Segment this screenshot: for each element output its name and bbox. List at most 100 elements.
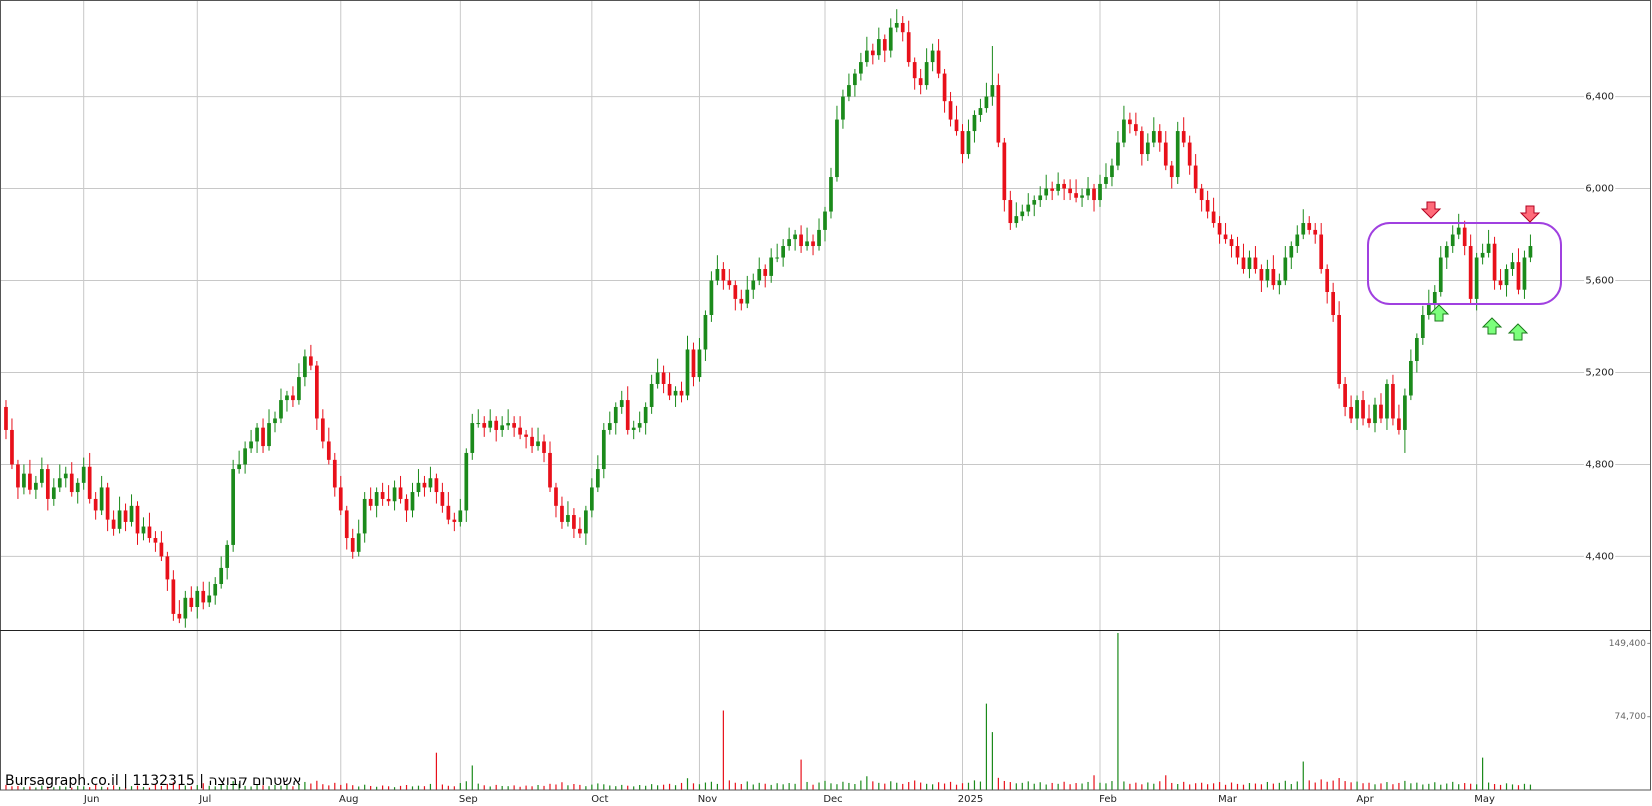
candle-body <box>416 482 421 493</box>
volume-bar <box>645 785 647 790</box>
volume-bar <box>973 780 976 790</box>
volume-bar <box>776 783 778 790</box>
candle-body <box>512 423 516 428</box>
volume-bar <box>812 784 814 790</box>
volume-bar <box>286 784 288 790</box>
volume-bar <box>932 784 934 790</box>
volume-bar <box>130 786 133 790</box>
candle-body <box>368 498 373 506</box>
volume-bar <box>1063 781 1065 790</box>
candle-body <box>1020 211 1025 217</box>
candle-body <box>709 280 714 315</box>
candle-body <box>524 434 528 437</box>
candle-body <box>1522 257 1527 290</box>
volume-bar <box>1147 782 1149 790</box>
candle-body <box>452 519 457 522</box>
volume-bar <box>190 786 192 790</box>
candle-body <box>63 473 68 479</box>
volume-bar <box>1278 782 1280 790</box>
candle-body <box>1193 165 1198 189</box>
volume-bar <box>196 784 198 790</box>
candle-body <box>1456 227 1461 235</box>
candle-body <box>954 119 959 132</box>
volume-bar <box>1296 781 1298 790</box>
candle-body <box>183 597 188 619</box>
candle-body <box>1008 200 1013 224</box>
volume-bar <box>95 784 97 790</box>
candle-body <box>936 50 941 74</box>
candle-body <box>165 556 170 580</box>
volume-bar <box>1338 778 1340 790</box>
candle-body <box>990 85 995 97</box>
candle-body <box>679 390 684 396</box>
candle-body <box>1056 183 1061 191</box>
candle-body <box>1181 131 1186 143</box>
volume-bar <box>686 778 689 790</box>
volume-bar <box>1386 782 1388 790</box>
x-tick-label: Feb <box>1099 794 1117 805</box>
volume-bar <box>890 781 892 790</box>
candle-body <box>1319 234 1324 270</box>
candles <box>4 9 1533 628</box>
volume-bar <box>1039 782 1041 790</box>
candle-body <box>231 469 236 545</box>
volume-bar <box>1392 784 1394 790</box>
x-tick-label: Oct <box>591 794 608 805</box>
candle-body <box>398 487 403 499</box>
volume-bar <box>842 781 844 790</box>
y-tick-label: 5,600 <box>1585 276 1614 287</box>
candle-body <box>751 280 756 290</box>
candle-body <box>1211 211 1216 224</box>
candle-body <box>1145 142 1150 155</box>
volume-bar <box>746 781 748 790</box>
candle-body <box>189 597 194 608</box>
candle-body <box>129 505 134 522</box>
labels: 4,400 4,800 5,200 5,600 6,000 6,400 74,700 149,… <box>83 90 1648 805</box>
volume-bar <box>896 782 898 790</box>
volume-bar <box>208 785 210 790</box>
candle-body <box>1253 257 1258 270</box>
volume-bar <box>1374 784 1376 790</box>
volume-bar <box>668 783 671 790</box>
candle-body <box>93 498 98 511</box>
volume-bar <box>967 782 970 790</box>
y-tick-label: 6,000 <box>1585 184 1614 195</box>
volume-bar <box>1033 783 1035 790</box>
candle-body <box>99 487 104 511</box>
candle-body <box>978 108 983 115</box>
volume-bar <box>782 784 784 790</box>
candle-body <box>1331 292 1336 315</box>
candle-body <box>285 395 289 401</box>
candle-body <box>392 487 397 502</box>
volume-bar <box>172 782 174 790</box>
volume-bar <box>1009 782 1011 790</box>
volume-bar <box>107 787 109 790</box>
volume-bar <box>112 785 115 790</box>
volume-bar <box>1446 783 1448 790</box>
candle-body <box>1235 246 1240 258</box>
volume-bar <box>800 759 802 790</box>
candle-body <box>554 487 558 506</box>
candle-body <box>326 441 331 460</box>
candle-body <box>1038 195 1043 201</box>
volume-bar <box>1464 783 1466 790</box>
x-tick-label: Dec <box>823 794 842 805</box>
candle-body <box>841 96 845 120</box>
candle-body <box>578 528 582 534</box>
volume-bar <box>453 786 455 790</box>
volume-bar <box>435 752 438 790</box>
candle-body <box>918 78 923 86</box>
candle-body <box>864 50 869 63</box>
volume-bar <box>304 781 306 790</box>
volume-bar <box>1470 783 1472 790</box>
candle-body <box>1271 269 1276 286</box>
candle-body <box>1074 193 1078 198</box>
volume-bar <box>346 783 348 790</box>
candle-body <box>225 544 230 568</box>
volume-bar <box>1171 782 1173 790</box>
volume-bar <box>716 783 718 790</box>
candle-body <box>87 466 92 499</box>
volume-bar <box>866 776 868 790</box>
volume-bar <box>483 785 485 790</box>
grid <box>0 0 1650 790</box>
